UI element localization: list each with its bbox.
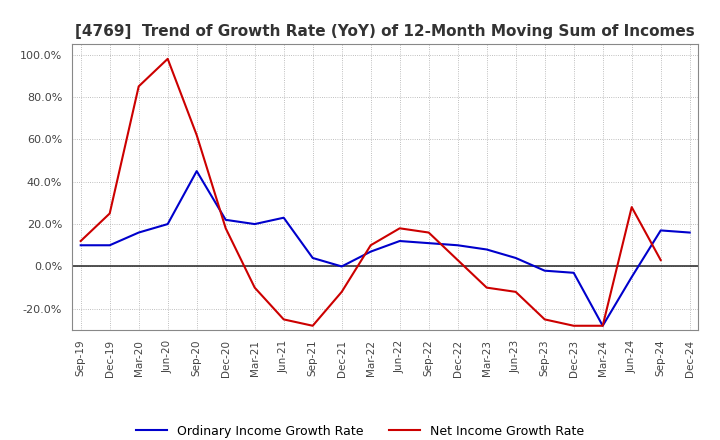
Ordinary Income Growth Rate bbox=[221, 217, 230, 223]
Ordinary Income Growth Rate bbox=[279, 215, 288, 220]
Ordinary Income Growth Rate bbox=[454, 242, 462, 248]
Ordinary Income Growth Rate bbox=[192, 169, 201, 174]
Net Income Growth Rate bbox=[541, 317, 549, 322]
Ordinary Income Growth Rate bbox=[541, 268, 549, 273]
Net Income Growth Rate bbox=[221, 226, 230, 231]
Ordinary Income Growth Rate bbox=[627, 275, 636, 280]
Ordinary Income Growth Rate bbox=[338, 264, 346, 269]
Line: Net Income Growth Rate: Net Income Growth Rate bbox=[81, 59, 661, 326]
Net Income Growth Rate bbox=[627, 205, 636, 210]
Net Income Growth Rate bbox=[135, 84, 143, 89]
Ordinary Income Growth Rate bbox=[366, 249, 375, 254]
Ordinary Income Growth Rate bbox=[163, 221, 172, 227]
Net Income Growth Rate bbox=[395, 226, 404, 231]
Line: Ordinary Income Growth Rate: Ordinary Income Growth Rate bbox=[81, 171, 690, 326]
Net Income Growth Rate bbox=[76, 238, 85, 244]
Ordinary Income Growth Rate bbox=[105, 242, 114, 248]
Ordinary Income Growth Rate bbox=[424, 241, 433, 246]
Net Income Growth Rate bbox=[454, 257, 462, 263]
Net Income Growth Rate bbox=[251, 285, 259, 290]
Ordinary Income Growth Rate bbox=[685, 230, 694, 235]
Ordinary Income Growth Rate bbox=[135, 230, 143, 235]
Ordinary Income Growth Rate bbox=[76, 242, 85, 248]
Legend: Ordinary Income Growth Rate, Net Income Growth Rate: Ordinary Income Growth Rate, Net Income … bbox=[131, 420, 589, 440]
Net Income Growth Rate bbox=[424, 230, 433, 235]
Ordinary Income Growth Rate bbox=[251, 221, 259, 227]
Net Income Growth Rate bbox=[308, 323, 317, 328]
Ordinary Income Growth Rate bbox=[308, 255, 317, 260]
Net Income Growth Rate bbox=[482, 285, 491, 290]
Net Income Growth Rate bbox=[657, 257, 665, 263]
Ordinary Income Growth Rate bbox=[511, 255, 520, 260]
Ordinary Income Growth Rate bbox=[570, 270, 578, 275]
Title: [4769]  Trend of Growth Rate (YoY) of 12-Month Moving Sum of Incomes: [4769] Trend of Growth Rate (YoY) of 12-… bbox=[76, 24, 695, 39]
Ordinary Income Growth Rate bbox=[482, 247, 491, 252]
Ordinary Income Growth Rate bbox=[657, 228, 665, 233]
Net Income Growth Rate bbox=[192, 132, 201, 138]
Net Income Growth Rate bbox=[163, 56, 172, 62]
Net Income Growth Rate bbox=[570, 323, 578, 328]
Net Income Growth Rate bbox=[366, 242, 375, 248]
Net Income Growth Rate bbox=[598, 323, 607, 328]
Net Income Growth Rate bbox=[338, 289, 346, 294]
Net Income Growth Rate bbox=[279, 317, 288, 322]
Ordinary Income Growth Rate bbox=[395, 238, 404, 244]
Net Income Growth Rate bbox=[511, 289, 520, 294]
Ordinary Income Growth Rate bbox=[598, 323, 607, 328]
Net Income Growth Rate bbox=[105, 211, 114, 216]
